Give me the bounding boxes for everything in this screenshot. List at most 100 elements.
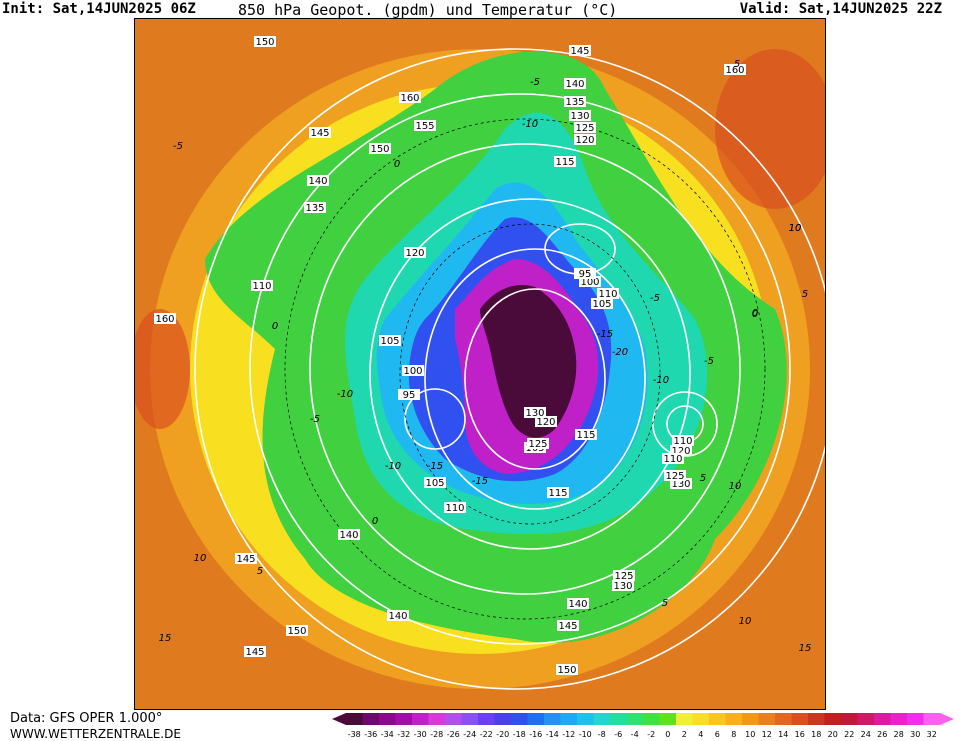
legend-swatch <box>362 713 380 725</box>
cold-core <box>480 285 577 438</box>
temperature-label: 5 <box>700 473 706 484</box>
legend-tick-label: -28 <box>430 730 443 739</box>
geopotential-label-bg <box>575 429 597 440</box>
geopotential-label-bg <box>670 478 692 489</box>
warm-spot-west <box>135 309 190 429</box>
geopotential-label: 140 <box>388 611 407 622</box>
temperature-label: -20 <box>612 347 628 358</box>
geopotential-label: 115 <box>548 488 567 499</box>
geopotential-label-bg <box>724 64 746 75</box>
geopotential-label-bg <box>154 313 176 324</box>
legend-swatch <box>445 713 462 725</box>
legend-tick-label: -30 <box>414 730 427 739</box>
temperature-label: 5 <box>734 59 740 70</box>
geopotential-label-bg <box>251 280 273 291</box>
website: WWW.WETTERZENTRALE.DE <box>10 727 181 741</box>
legend-swatch <box>593 713 611 725</box>
weather-map: 150 145 140 135 130 125 120 115 110 105 100 95 160 15… <box>134 18 826 710</box>
geopotential-label: 100 <box>403 366 422 377</box>
geopotential-label-bg <box>444 502 466 513</box>
geopotential-label-bg <box>569 110 591 121</box>
legend-swatch <box>527 713 545 725</box>
legend-tick-label: -2 <box>647 730 655 739</box>
temperature-label: -5 <box>310 414 320 425</box>
legend-swatch <box>692 713 710 725</box>
geopotential-label: 110 <box>252 281 271 292</box>
geopotential-label-bg <box>304 202 326 213</box>
geopotential-label: 95 <box>403 390 416 401</box>
temperature-label: -10 <box>385 461 401 472</box>
geopotential-label: 140 <box>339 530 358 541</box>
geopotential-label: 160 <box>725 65 744 76</box>
geopotential-label: 95 <box>579 269 592 280</box>
legend-tick-label: -6 <box>614 730 622 739</box>
temperature-label: 10 <box>789 223 802 234</box>
geopotential-label-bg <box>387 610 409 621</box>
geopotential-label-bg <box>569 45 591 56</box>
geopotential-label-bg <box>672 435 694 446</box>
legend-swatch <box>874 713 891 725</box>
geopotential-label: 110 <box>673 436 692 447</box>
legend-swatch <box>643 713 660 725</box>
geopotential-label: 105 <box>380 336 399 347</box>
geopotential-labels: 1501451401351301251201151101051009516015… <box>154 36 746 676</box>
legend-tick-label: -38 <box>348 730 361 739</box>
legend-tick-label: 2 <box>682 730 687 739</box>
temperature-label: 10 <box>739 616 752 627</box>
geopotential-label-bg <box>564 96 586 107</box>
legend-tick-label: 22 <box>844 730 854 739</box>
geopotential-label: 145 <box>570 46 589 57</box>
geopotential-label: 105 <box>592 299 611 310</box>
legend-swatch <box>923 713 941 725</box>
legend-swatch <box>709 713 726 725</box>
temperature-label: 5 <box>257 566 263 577</box>
geopotential-label-bg <box>307 175 329 186</box>
geopotential-label-bg <box>404 247 426 258</box>
temperature-label: -10 <box>653 375 669 386</box>
geopotential-label-bg <box>254 36 276 47</box>
geopotential-label: 125 <box>614 571 633 582</box>
temperature-label: 10 <box>789 223 802 234</box>
legend-swatch <box>841 713 858 725</box>
geopotential-label: 125 <box>575 123 594 134</box>
legend-tick-label: -14 <box>546 730 559 739</box>
legend-swatch <box>808 713 825 725</box>
legend-tick-label: -26 <box>447 730 460 739</box>
legend-swatch <box>824 713 842 725</box>
legend-swatch <box>412 713 429 725</box>
legend-swatch <box>379 713 396 725</box>
legend-tick-label: 6 <box>715 730 720 739</box>
legend-tick-label: -4 <box>631 730 639 739</box>
geopotential-label: 120 <box>671 446 690 457</box>
geopotential-label: 100 <box>580 277 599 288</box>
legend-swatch <box>758 713 776 725</box>
geopotential-label-bg <box>556 664 578 675</box>
legend-tick-label: -22 <box>480 730 493 739</box>
temperature-label: 5 <box>802 289 808 300</box>
geopotential-label-bg <box>402 365 424 376</box>
geopotential-label-bg <box>664 470 686 481</box>
geopotential-label-bg <box>557 620 579 631</box>
geopotential-label-bg <box>670 445 692 456</box>
legend-tick-label: 20 <box>828 730 838 739</box>
geopotential-label: 120 <box>536 417 555 428</box>
geopotential-label-bg <box>579 276 601 287</box>
legend-swatch <box>626 713 644 725</box>
temperature-label: 15 <box>159 633 172 644</box>
geopotential-label: 125 <box>528 439 547 450</box>
legend-tick-label: 30 <box>910 730 920 739</box>
legend-tick-label: -34 <box>381 730 394 739</box>
geopotential-label: 150 <box>255 37 274 48</box>
temperature-label: 15 <box>799 643 812 654</box>
legend-swatch <box>511 713 528 725</box>
geopotential-label: 140 <box>308 176 327 187</box>
geopotential-label-bg <box>379 335 401 346</box>
geopotential-label: 110 <box>598 289 617 300</box>
geopotential-label-bg <box>554 156 576 167</box>
geopotential-label-bg <box>612 580 634 591</box>
init-time: Init: Sat,14JUN2025 06Z <box>2 1 196 17</box>
temperature-label: 10 <box>729 481 742 492</box>
geopotential-label-bg <box>567 598 589 609</box>
temperature-label: -5 <box>173 141 183 152</box>
legend-swatch <box>610 713 627 725</box>
